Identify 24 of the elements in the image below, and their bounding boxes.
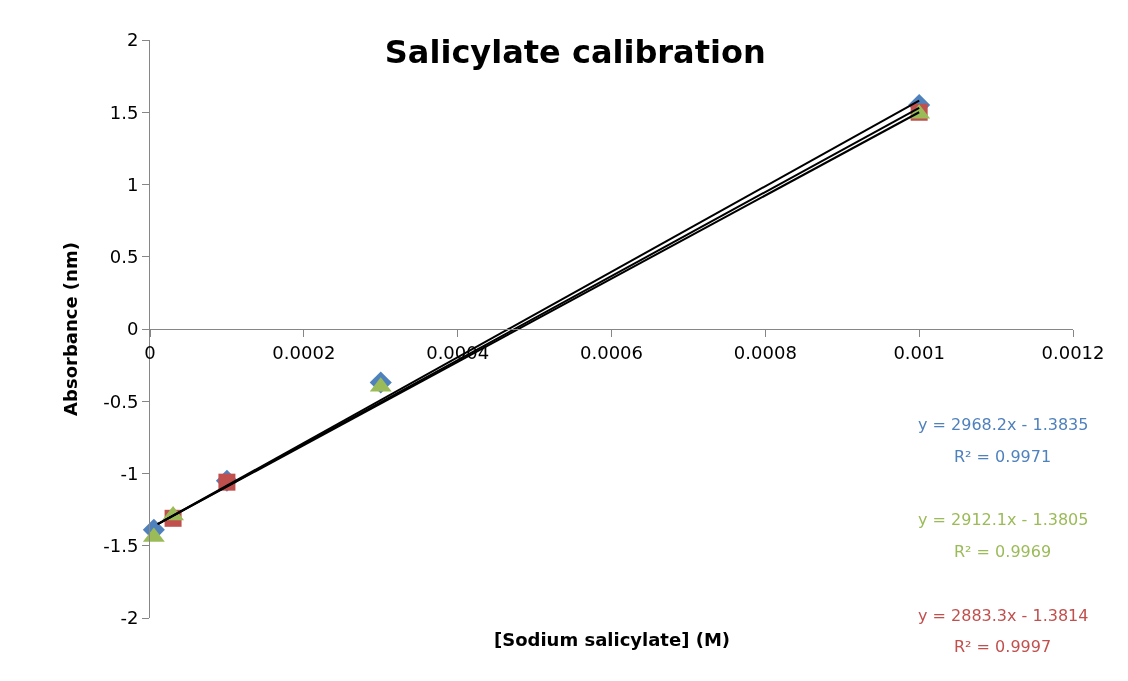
annotation: y = 2883.3x - 1.3814 [918,606,1089,625]
y-tick-label: -2 [120,607,139,629]
x-tick-label: 0 [144,341,156,363]
annotation: y = 2912.1x - 1.3805 [918,510,1089,529]
x-axis-title: [Sodium salicylate] (M) [494,629,731,650]
annotation: R² = 0.9971 [954,447,1052,466]
chart-title: Salicylate calibration [384,33,766,72]
x-tick-label: 0.0012 [1041,341,1105,363]
y-tick-label: -1.5 [103,535,139,557]
y-tick-label: 1 [126,173,139,195]
x-tick-label: 0.0006 [580,341,643,363]
y-tick-label: 0.5 [109,246,139,268]
y-tick-label: -0.5 [103,390,139,412]
y-tick-label: 0 [126,318,139,340]
y-tick-label: 1.5 [109,101,139,123]
annotation: R² = 0.9969 [954,542,1052,561]
y-tick-label: 2 [126,29,139,51]
y-tick-label: -1 [120,462,139,484]
x-tick-label: 0.0008 [733,341,797,363]
x-tick-label: 0.001 [893,341,945,363]
text: R² = 0.9997 [954,637,1052,656]
y-axis-title: Absorbance (nm) [60,242,82,416]
annotation: y = 2968.2x - 1.3835 [918,415,1089,434]
x-tick-label: 0.0002 [272,341,336,363]
